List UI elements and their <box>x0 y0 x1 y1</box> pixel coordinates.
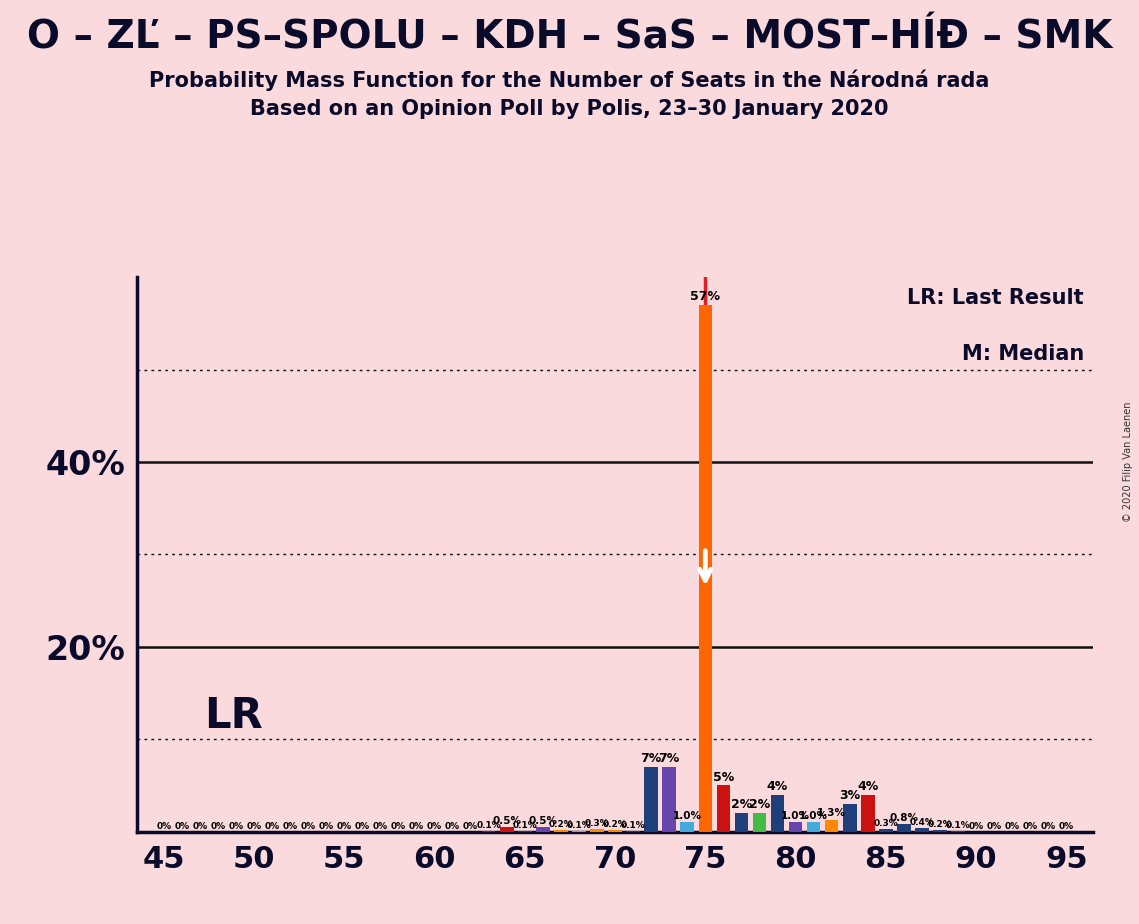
Text: 1.0%: 1.0% <box>781 810 810 821</box>
Text: 0%: 0% <box>1023 821 1038 831</box>
Bar <box>716 785 730 832</box>
Text: 4%: 4% <box>858 780 878 793</box>
Text: 5%: 5% <box>713 771 734 784</box>
Text: 0%: 0% <box>246 821 262 831</box>
Text: 0.3%: 0.3% <box>874 819 899 828</box>
Text: 1.0%: 1.0% <box>673 810 702 821</box>
Bar <box>825 820 838 832</box>
Text: LR: LR <box>204 696 262 737</box>
Text: 0%: 0% <box>372 821 388 831</box>
Bar <box>555 830 567 832</box>
Text: 0%: 0% <box>192 821 207 831</box>
Bar <box>482 831 495 832</box>
Bar <box>789 822 802 832</box>
Text: 7%: 7% <box>658 752 680 765</box>
Bar <box>572 831 585 832</box>
Text: 0%: 0% <box>445 821 460 831</box>
Text: 0.5%: 0.5% <box>492 816 522 826</box>
Text: 0%: 0% <box>464 821 478 831</box>
Text: 0.1%: 0.1% <box>513 821 538 830</box>
Text: 57%: 57% <box>690 290 720 303</box>
Text: 0%: 0% <box>174 821 189 831</box>
Bar <box>771 795 785 832</box>
Text: 0%: 0% <box>1041 821 1056 831</box>
Text: 1.0%: 1.0% <box>800 810 828 821</box>
Bar <box>753 813 767 832</box>
Text: O – ZĽ – PS–SPOLU – KDH – SaS – MOST–HÍĐ – SMK: O – ZĽ – PS–SPOLU – KDH – SaS – MOST–HÍĐ… <box>27 18 1112 56</box>
Bar <box>843 804 857 832</box>
Bar <box>626 831 640 832</box>
Text: Based on an Opinion Poll by Polis, 23–30 January 2020: Based on an Opinion Poll by Polis, 23–30… <box>251 99 888 119</box>
Bar <box>500 827 514 832</box>
Bar <box>879 829 893 832</box>
Text: 1.3%: 1.3% <box>817 808 846 818</box>
Text: 0.2%: 0.2% <box>603 820 628 829</box>
Text: 0%: 0% <box>427 821 442 831</box>
Bar <box>536 827 550 832</box>
Bar <box>663 767 675 832</box>
Text: 0%: 0% <box>354 821 370 831</box>
Text: 0%: 0% <box>211 821 226 831</box>
Text: 7%: 7% <box>640 752 662 765</box>
Bar <box>898 824 911 832</box>
Text: 2%: 2% <box>731 798 752 811</box>
Text: 0%: 0% <box>1005 821 1019 831</box>
Bar <box>518 831 532 832</box>
Text: 0%: 0% <box>264 821 280 831</box>
Text: © 2020 Filip Van Laenen: © 2020 Filip Van Laenen <box>1123 402 1133 522</box>
Bar <box>951 831 965 832</box>
Bar <box>915 828 928 832</box>
Text: 0%: 0% <box>391 821 405 831</box>
Text: 0.1%: 0.1% <box>566 821 591 830</box>
Bar <box>680 822 694 832</box>
Bar <box>933 830 947 832</box>
Text: M: Median: M: Median <box>961 344 1084 364</box>
Bar <box>698 305 712 832</box>
Text: 0%: 0% <box>337 821 352 831</box>
Text: 0.4%: 0.4% <box>910 818 934 827</box>
Text: 0%: 0% <box>229 821 244 831</box>
Text: 0%: 0% <box>301 821 316 831</box>
Text: 0%: 0% <box>986 821 1001 831</box>
Text: Probability Mass Function for the Number of Seats in the Národná rada: Probability Mass Function for the Number… <box>149 69 990 91</box>
Text: 0%: 0% <box>409 821 424 831</box>
Text: 0.8%: 0.8% <box>890 813 918 823</box>
Text: 0%: 0% <box>319 821 334 831</box>
Bar <box>590 829 604 832</box>
Bar <box>735 813 748 832</box>
Text: 0.1%: 0.1% <box>945 821 970 830</box>
Text: 3%: 3% <box>839 789 860 802</box>
Text: 2%: 2% <box>748 798 770 811</box>
Text: 0%: 0% <box>1059 821 1074 831</box>
Text: 0.1%: 0.1% <box>476 821 501 830</box>
Text: 0.1%: 0.1% <box>621 821 646 830</box>
Bar <box>861 795 875 832</box>
Bar <box>645 767 658 832</box>
Text: 0%: 0% <box>968 821 984 831</box>
Text: 0.5%: 0.5% <box>528 816 557 826</box>
Text: 0.2%: 0.2% <box>549 820 573 829</box>
Text: LR: Last Result: LR: Last Result <box>908 288 1084 309</box>
Text: 4%: 4% <box>767 780 788 793</box>
Text: 0%: 0% <box>282 821 297 831</box>
Bar <box>608 830 622 832</box>
Text: 0%: 0% <box>156 821 171 831</box>
Text: 0.3%: 0.3% <box>584 819 609 828</box>
Text: 0.2%: 0.2% <box>927 820 952 829</box>
Bar <box>806 822 820 832</box>
